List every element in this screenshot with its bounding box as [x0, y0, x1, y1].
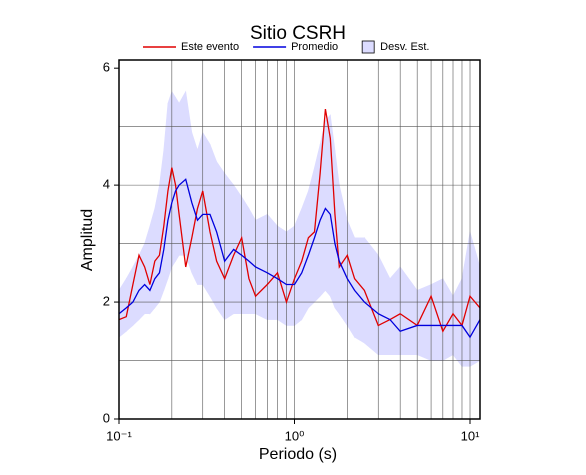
- legend-label: Promedio: [291, 41, 338, 53]
- std-band: [469, 231, 481, 367]
- std-band: [452, 278, 463, 368]
- std-band: [197, 132, 204, 285]
- y-axis-label: Amplitud: [79, 209, 96, 271]
- x-tick-label: 10¹: [461, 428, 480, 443]
- std-band: [255, 213, 268, 321]
- std-band: [286, 225, 295, 326]
- y-tick-label: 4: [103, 177, 110, 192]
- std-band: [334, 150, 340, 315]
- std-band: [191, 132, 198, 285]
- std-band: [138, 243, 145, 321]
- std-band: [178, 90, 187, 256]
- x-tick-label: 10⁻¹: [106, 428, 132, 443]
- series-line: [118, 178, 481, 339]
- x-tick-label: 10⁰: [285, 428, 305, 443]
- y-tick-label: 6: [103, 60, 110, 75]
- y-tick-label: 0: [103, 410, 110, 425]
- std-band: [248, 207, 256, 315]
- std-band: [233, 184, 242, 315]
- std-band: [347, 220, 355, 339]
- std-band: [209, 144, 217, 310]
- std-band: [325, 114, 331, 298]
- std-band: [224, 172, 234, 321]
- std-band: [377, 255, 391, 355]
- std-band: [442, 277, 454, 362]
- std-band: [339, 185, 348, 327]
- chart-title: Sitio CSRH: [250, 23, 346, 44]
- plot-frame: [118, 59, 481, 420]
- std-band: [267, 213, 278, 320]
- legend-swatch: [361, 40, 375, 54]
- legend-label: Desv. Est.: [380, 41, 429, 53]
- std-band: [132, 255, 140, 327]
- std-band: [294, 208, 303, 327]
- std-band: [430, 278, 444, 361]
- std-band: [154, 185, 160, 309]
- std-band: [118, 277, 127, 338]
- x-axis-label: Periodo (s): [259, 446, 337, 463]
- std-band: [175, 96, 180, 263]
- y-tick-label: 2: [103, 293, 110, 308]
- std-band: [389, 266, 401, 355]
- std-band: [354, 237, 365, 344]
- std-band: [399, 266, 418, 355]
- legend-label: Este evento: [181, 41, 239, 53]
- std-band: [149, 208, 156, 315]
